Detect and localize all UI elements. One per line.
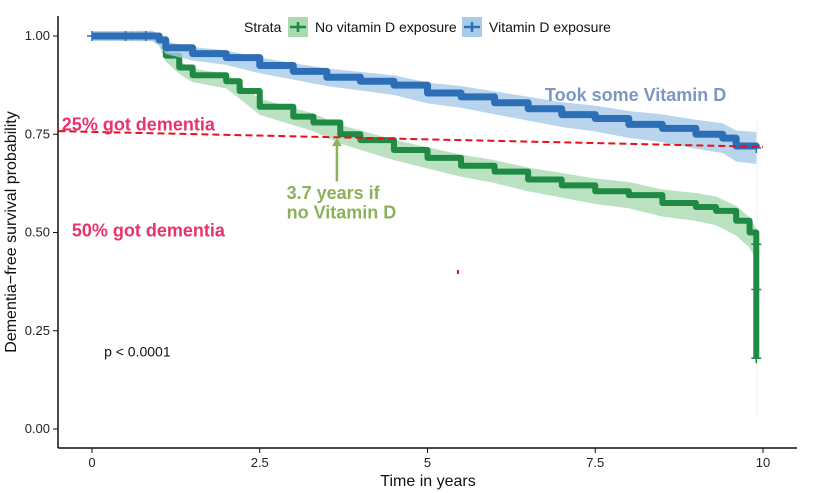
stray-mark (457, 270, 459, 274)
survival-curve-thin (92, 35, 758, 149)
p-value: p < 0.0001 (104, 343, 171, 359)
legend-key-icon (290, 22, 306, 32)
legend-label: No vitamin D exposure (315, 19, 457, 35)
x-tick-label: 2.5 (251, 455, 269, 470)
legend-key-icon (464, 22, 480, 32)
y-tick-label: 0.00 (25, 421, 50, 436)
reference-line (58, 130, 764, 148)
censor-mark (751, 284, 762, 295)
x-tick-label: 7.5 (586, 455, 604, 470)
annotation: 25% got dementia (62, 114, 216, 134)
legend-item: Vitamin D exposure (462, 17, 611, 37)
annotation: no Vitamin D (287, 203, 397, 223)
legend-item: No vitamin D exposure (288, 17, 457, 37)
y-tick-label: 1.00 (25, 28, 50, 43)
censor-mark (87, 31, 97, 41)
censor-mark (751, 239, 762, 250)
y-tick-label: 0.75 (25, 126, 50, 141)
annotation: Took some Vitamin D (545, 85, 726, 105)
annotation: 50% got dementia (72, 220, 226, 240)
y-tick-label: 0.25 (25, 323, 50, 338)
censor-mark (751, 143, 762, 154)
survival-curve-thin (92, 35, 758, 359)
censor-mark (120, 31, 131, 41)
annotation: 3.7 years if (287, 183, 381, 203)
y-axis-label: Dementia−free survival probability (3, 111, 20, 352)
series-1 (87, 30, 762, 164)
y-tick-label: 0.50 (25, 225, 50, 240)
arrow-head-icon (331, 138, 342, 147)
legend-title: Strata (244, 19, 282, 35)
x-tick-label: 5 (424, 455, 431, 470)
x-tick-label: 0 (88, 455, 95, 470)
legend-label: Vitamin D exposure (489, 19, 611, 35)
censor-mark (140, 31, 151, 41)
censor-mark (751, 353, 762, 364)
x-axis-label: Time in years (380, 473, 475, 490)
confidence-band (92, 30, 757, 375)
x-tick-label: 10 (756, 455, 770, 470)
